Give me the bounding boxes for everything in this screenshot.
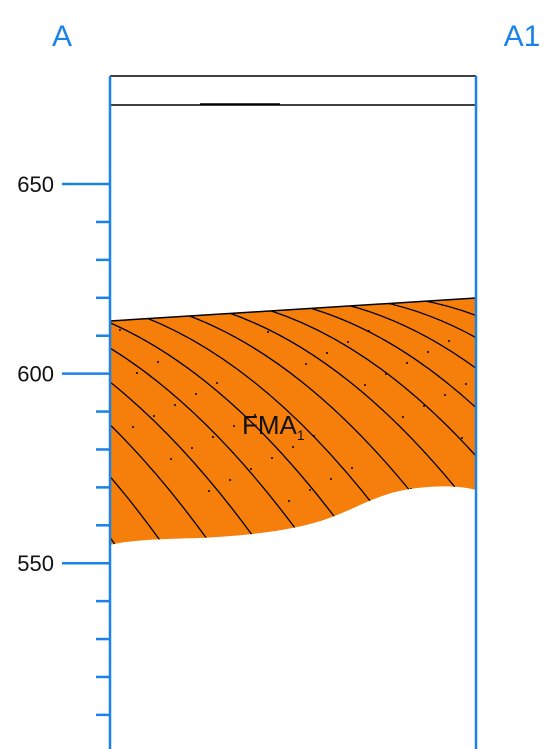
grain-dot: [347, 341, 349, 343]
grain-dot: [402, 416, 404, 418]
grain-dot: [195, 393, 197, 395]
grain-dot: [364, 384, 366, 386]
grain-dot: [313, 435, 315, 437]
grain-dot: [385, 373, 387, 375]
unit-label: FMA1: [242, 410, 305, 443]
grain-dot: [427, 351, 429, 353]
grain-dot: [229, 479, 231, 481]
grain-dot: [208, 490, 210, 492]
grain-dot: [271, 457, 273, 459]
grain-dot: [351, 467, 353, 469]
y-tick-label: 650: [17, 172, 54, 197]
grain-dot: [216, 382, 218, 384]
bedding-line: [0, 300, 30, 560]
grain-dot: [191, 447, 193, 449]
grain-dot: [233, 425, 235, 427]
elevation-axis: 650 600 550: [17, 172, 110, 715]
grain-dot: [309, 489, 311, 491]
grain-dot: [212, 436, 214, 438]
cross-section: A A1 FMA1 650 600 550: [0, 0, 547, 749]
grain-dot: [132, 426, 134, 428]
grain-dot: [136, 372, 138, 374]
grain-dot: [305, 363, 307, 365]
grain-dot: [410, 488, 412, 490]
grain-dot: [288, 500, 290, 502]
grain-dot: [326, 352, 328, 354]
bedding-line: [0, 300, 126, 560]
grain-dot: [292, 446, 294, 448]
grain-dot: [250, 468, 252, 470]
grain-dot: [157, 361, 159, 363]
grain-dot: [119, 329, 121, 331]
grain-dot: [423, 405, 425, 407]
section-end-label: A1: [504, 20, 541, 53]
section-start-label: A: [52, 20, 72, 53]
y-tick-label: 550: [17, 551, 54, 576]
grain-dot: [170, 458, 172, 460]
grain-dot: [465, 383, 467, 385]
grain-dot: [389, 499, 391, 501]
grain-dot: [153, 415, 155, 417]
y-tick-label: 600: [17, 362, 54, 387]
grain-dot: [406, 362, 408, 364]
grain-dot: [330, 478, 332, 480]
grain-dot: [368, 330, 370, 332]
grain-dot: [444, 394, 446, 396]
grain-dot: [461, 437, 463, 439]
grain-dot: [267, 331, 269, 333]
bedding-line: [0, 300, 78, 560]
grain-dot: [174, 404, 176, 406]
grain-dot: [448, 340, 450, 342]
